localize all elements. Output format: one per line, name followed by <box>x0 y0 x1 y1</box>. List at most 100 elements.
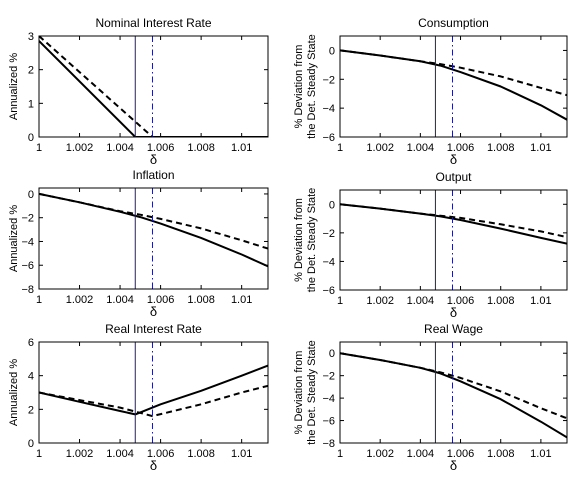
x-tick-label: 1.002 <box>66 294 94 306</box>
x-tick-label: 1.006 <box>447 448 475 460</box>
y-tick-label: −4 <box>322 393 335 405</box>
x-tick-label: 1.004 <box>407 295 435 307</box>
x-tick-label: 1.006 <box>147 142 175 154</box>
x-axis-label: δ <box>450 458 457 473</box>
x-tick-label: 1.006 <box>447 295 475 307</box>
series-1-line <box>39 40 268 137</box>
y-tick-label: −6 <box>322 285 335 297</box>
x-axis-label: δ <box>150 458 157 473</box>
y-tick-label: −2 <box>21 213 34 225</box>
x-tick-label: 1.008 <box>487 142 515 154</box>
y-axis-label-line: the Det. Steady State <box>306 340 318 445</box>
y-axis-label-line: the Det. Steady State <box>306 188 318 293</box>
x-tick-label: 1.008 <box>187 142 215 154</box>
y-axis-label-line: % Deviation from <box>293 351 305 435</box>
y-axis-label-line: % Deviation from <box>293 198 305 282</box>
y-tick-label: 6 <box>28 337 34 349</box>
x-tick-label: 1.01 <box>530 448 551 460</box>
y-tick-label: 0 <box>28 438 34 450</box>
x-axis-label: δ <box>450 305 457 320</box>
panel-3: 1 1.002 1.004 1.006 1.008 1.01 −8 −6 −4 −2 0 Inflat… <box>8 168 269 319</box>
panel-4: 1 1.002 1.004 1.006 1.008 1.01 −6 −4 −2 0 Output δ%… <box>293 170 568 320</box>
series-1-line <box>340 49 567 121</box>
x-tick-label: 1.006 <box>447 142 475 154</box>
plot-area <box>340 49 567 121</box>
y-tick-label: −2 <box>322 371 335 383</box>
y-tick-label: −6 <box>322 416 335 428</box>
panel-6: 1 1.002 1.004 1.006 1.008 1.01 −8 −6 −4 −2 0 Real W… <box>293 322 568 473</box>
y-tick-label: −6 <box>21 260 34 272</box>
plot-area <box>340 203 567 245</box>
x-tick-label: 1.004 <box>106 294 134 306</box>
axes-frame <box>339 35 568 138</box>
x-tick-label: 1.008 <box>187 448 215 460</box>
x-axis-label: δ <box>150 152 157 167</box>
x-tick-label: 1.008 <box>487 448 515 460</box>
series-2-line <box>39 192 268 250</box>
x-tick-label: 1.004 <box>106 448 134 460</box>
x-tick-label: 1.002 <box>66 448 94 460</box>
y-tick-label: −2 <box>322 228 335 240</box>
y-tick-label: −6 <box>322 132 335 144</box>
panel-title: Real Wage <box>424 322 483 336</box>
y-axis-label: % Deviation fromthe Det. Steady State <box>293 340 318 445</box>
y-tick-label: 2 <box>28 404 34 416</box>
x-tick-label: 1.006 <box>147 294 175 306</box>
panel-title: Output <box>435 170 472 184</box>
plot-area <box>39 364 268 418</box>
y-tick-label: 3 <box>28 31 34 43</box>
x-tick-label: 1.01 <box>530 295 551 307</box>
y-axis-label: Annualized % <box>8 205 20 272</box>
x-tick-label: 1.01 <box>231 294 252 306</box>
x-tick-label: 1.01 <box>530 142 551 154</box>
axes-frame <box>38 35 269 138</box>
plot-area <box>340 352 567 439</box>
series-2-line <box>39 36 268 137</box>
x-tick-label: 1.002 <box>366 448 394 460</box>
panel-title: Nominal Interest Rate <box>95 16 211 30</box>
plot-area <box>39 36 268 137</box>
x-tick-label: 1 <box>337 142 343 154</box>
axes-frame <box>339 341 568 444</box>
panel-title: Consumption <box>418 16 489 30</box>
y-axis-label-line: Annualized % <box>8 359 20 426</box>
series-2-line <box>340 49 567 97</box>
panel-title: Real Interest Rate <box>105 322 202 336</box>
y-tick-label: 0 <box>329 45 335 57</box>
x-tick-label: 1 <box>337 295 343 307</box>
plot-area <box>39 192 268 268</box>
y-tick-label: 4 <box>28 371 34 383</box>
y-axis-label-line: Annualized % <box>8 205 20 272</box>
x-tick-label: 1.002 <box>66 142 94 154</box>
x-axis-label: δ <box>450 152 457 167</box>
y-axis-label-line: the Det. Steady State <box>306 34 318 139</box>
series-1-line <box>39 192 268 268</box>
y-tick-label: −4 <box>322 256 335 268</box>
x-tick-label: 1.004 <box>407 448 435 460</box>
y-tick-label: −4 <box>322 103 335 115</box>
axes-frame <box>38 187 269 290</box>
axes-frame <box>38 341 269 444</box>
series-2-line <box>340 203 567 239</box>
y-tick-label: −4 <box>21 236 34 248</box>
series-1-line <box>340 352 567 439</box>
x-tick-label: 1.01 <box>231 142 252 154</box>
x-tick-label: 1.006 <box>147 448 175 460</box>
panel-2: 1 1.002 1.004 1.006 1.008 1.01 −6 −4 −2 0 Consumpt… <box>293 16 568 167</box>
series-1-line <box>39 364 268 416</box>
panel-5: 1 1.002 1.004 1.006 1.008 1.01 0 2 4 6 Real Intere… <box>8 322 269 473</box>
x-axis-label: δ <box>150 304 157 319</box>
y-axis-label: Annualized % <box>8 359 20 426</box>
x-tick-label: 1.004 <box>407 142 435 154</box>
y-tick-label: 0 <box>28 132 34 144</box>
x-tick-label: 1 <box>36 448 42 460</box>
y-tick-label: 2 <box>28 65 34 77</box>
series-1-line <box>340 203 567 245</box>
axes-frame <box>339 189 568 291</box>
y-tick-label: 1 <box>28 98 34 110</box>
y-tick-label: 0 <box>28 189 34 201</box>
panel-title: Inflation <box>132 168 174 182</box>
x-tick-label: 1 <box>337 448 343 460</box>
